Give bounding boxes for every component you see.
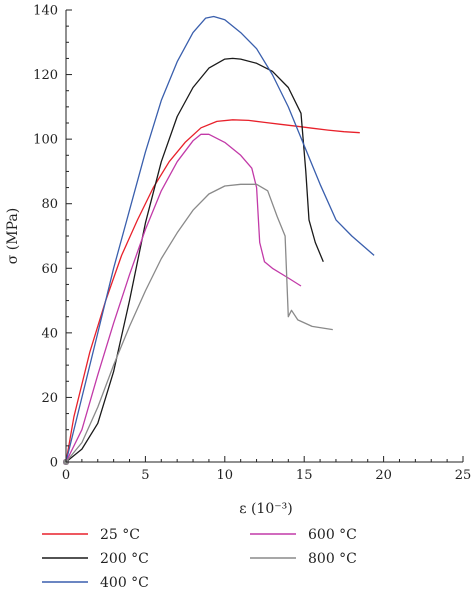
legend: 25 °C 200 °C 400 °C 600 °C 800 °C: [42, 527, 357, 591]
tick-labels: 0 5 10 15 20 25 0 20 40 60 80 100 120 140: [33, 4, 471, 484]
y-tick-label: 0: [50, 456, 58, 471]
legend-label-5: 800 °C: [308, 551, 357, 567]
y-tick-label: 40: [41, 326, 58, 341]
y-tick-label: 140: [33, 4, 58, 19]
series-line-3: [65, 15, 375, 463]
y-tick-label: 80: [41, 197, 58, 212]
y-tick-label: 60: [41, 262, 58, 277]
y-axis-title: σ (MPa): [5, 208, 21, 264]
series-line-2: [65, 57, 324, 463]
x-tick-label: 20: [375, 468, 392, 483]
legend-label-3: 400 °C: [100, 575, 149, 591]
series-line-1: [65, 119, 360, 463]
x-tick-label: 10: [217, 468, 234, 483]
series-lines: [63, 15, 375, 465]
legend-label-2: 200 °C: [100, 551, 149, 567]
x-tick-label: 5: [141, 468, 149, 483]
axes: [65, 9, 464, 463]
x-tick-label: 25: [455, 468, 472, 483]
y-tick-label: 20: [41, 391, 58, 406]
series-line-5: [65, 183, 333, 463]
legend-label-4: 600 °C: [308, 527, 357, 543]
series-line-4: [65, 133, 302, 463]
x-tick-label: 0: [62, 468, 70, 483]
legend-label-1: 25 °C: [100, 527, 140, 543]
x-axis-title: ε (10⁻³): [239, 501, 292, 517]
y-tick-label: 120: [33, 68, 58, 83]
x-tick-label: 15: [296, 468, 313, 483]
y-tick-label: 100: [33, 133, 58, 148]
